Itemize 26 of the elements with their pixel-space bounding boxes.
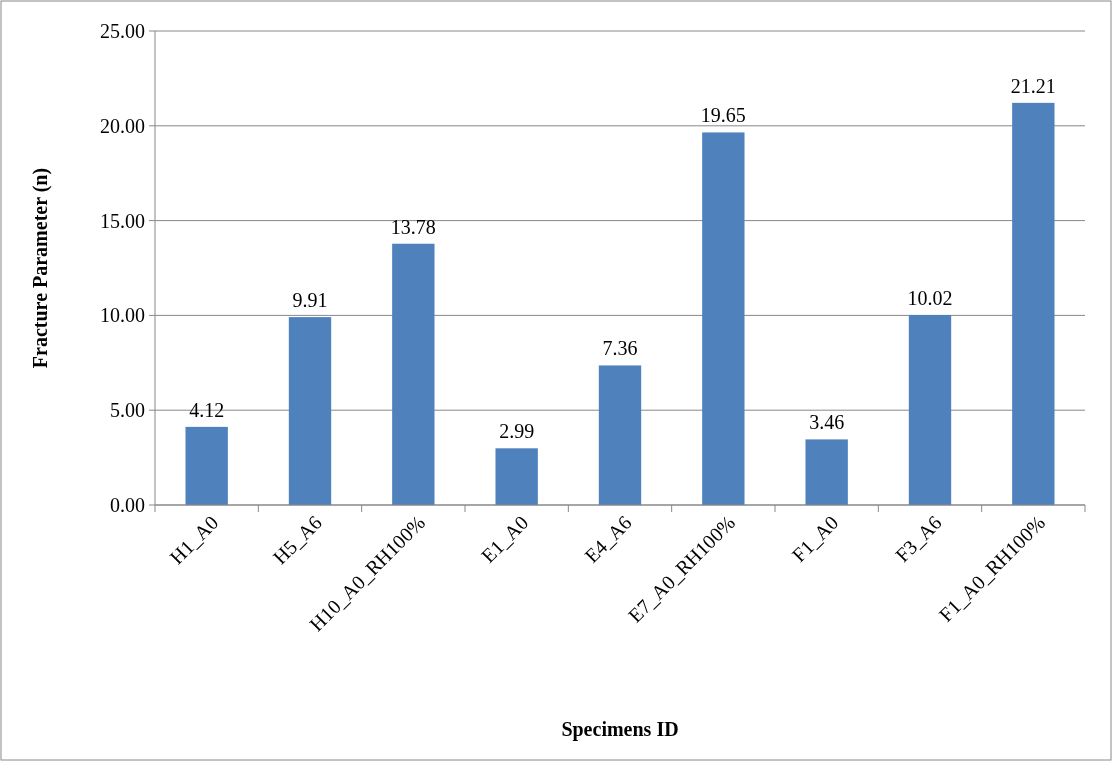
data-label: 10.02 — [907, 287, 953, 310]
x-axis-title: Specimens ID — [561, 718, 679, 741]
y-tick-label: 5.00 — [110, 399, 145, 422]
y-tick-label: 15.00 — [100, 209, 145, 232]
bar — [805, 439, 848, 505]
bar — [1012, 102, 1055, 505]
data-label: 9.91 — [292, 289, 328, 312]
bar — [598, 365, 642, 505]
y-tick-label: 0.00 — [110, 494, 145, 516]
bar — [495, 448, 538, 505]
bar — [908, 315, 952, 505]
data-label: 2.99 — [499, 420, 535, 443]
y-axis-title: Fracture Parameter (n) — [29, 167, 52, 369]
data-label: 3.46 — [809, 411, 845, 434]
data-label: 4.12 — [189, 398, 225, 421]
data-label: 19.65 — [700, 104, 746, 127]
bar — [185, 426, 228, 505]
data-label: 7.36 — [602, 337, 638, 360]
y-tick-label: 10.00 — [100, 304, 145, 327]
bar — [288, 317, 332, 505]
y-tick-label: 20.00 — [100, 114, 145, 137]
bar — [392, 243, 435, 505]
y-tick-label: 25.00 — [100, 20, 145, 42]
data-label: 21.21 — [1010, 74, 1056, 97]
data-label: 13.78 — [390, 215, 436, 238]
bar — [702, 132, 745, 505]
